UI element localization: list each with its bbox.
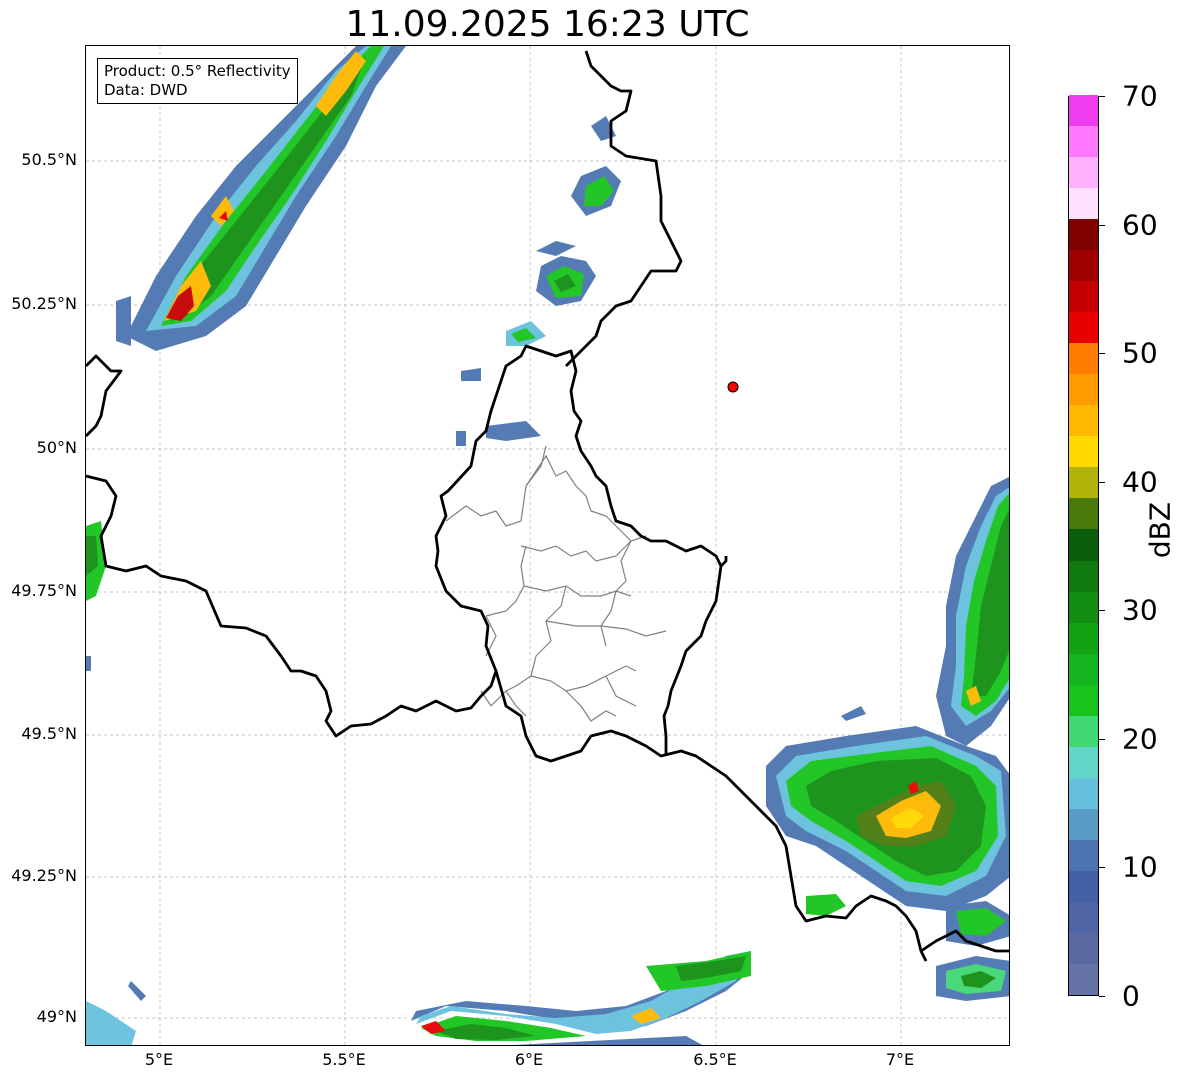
colorbar-segment [1069, 311, 1098, 344]
colorbar-tick-label: 30 [1122, 593, 1158, 627]
map-title: 11.09.2025 16:23 UTC [345, 4, 750, 45]
lat-label: 50°N [36, 438, 77, 457]
colorbar-tick-mark [1099, 353, 1105, 355]
colorbar-segment [1069, 777, 1098, 809]
colorbar-segment [1069, 622, 1098, 654]
colorbar-segment [1069, 497, 1098, 530]
colorbar-segment [1069, 932, 1098, 964]
colorbar-segment [1069, 156, 1098, 189]
colorbar-segment [1069, 373, 1098, 406]
colorbar-tick-mark [1099, 867, 1105, 869]
lat-label: 49°N [36, 1007, 77, 1026]
colorbar-segment [1069, 280, 1098, 313]
colorbar-segment [1069, 342, 1098, 375]
colorbar-segment [1069, 870, 1098, 902]
colorbar-tick-mark [1099, 224, 1105, 226]
colorbar-tick-mark [1099, 481, 1105, 483]
lon-label: 7°E [885, 1050, 915, 1069]
lon-label: 6.5°E [693, 1050, 737, 1069]
precip-nw [116, 46, 406, 351]
radar-site-marker [727, 381, 739, 393]
colorbar [1068, 94, 1099, 996]
lat-label: 50.5°N [21, 150, 77, 169]
colorbar-tick-label: 0 [1122, 979, 1140, 1013]
colorbar-segment [1069, 435, 1098, 468]
lat-label: 49.75°N [11, 581, 77, 600]
precip-west-edge [86, 521, 146, 1045]
colorbar-segment [1069, 901, 1098, 933]
colorbar-tick-label: 20 [1122, 722, 1158, 756]
map-canvas [86, 46, 1009, 1045]
product-label: Product: 0.5° Reflectivity [104, 62, 291, 80]
colorbar-tick-mark [1099, 738, 1105, 740]
colorbar-segment [1069, 808, 1098, 840]
lon-label: 5°E [144, 1050, 174, 1069]
colorbar-segment [1069, 187, 1098, 220]
colorbar-label: dBZ [1143, 501, 1177, 559]
precip-south [411, 951, 751, 1045]
colorbar-tick-mark [1099, 610, 1105, 612]
lat-label: 49.5°N [21, 724, 77, 743]
colorbar-segment [1069, 94, 1098, 127]
colorbar-tick-mark [1099, 96, 1105, 97]
colorbar-segment [1069, 684, 1098, 716]
colorbar-segment [1069, 218, 1098, 251]
colorbar-segment [1069, 125, 1098, 158]
colorbar-tick-mark [1099, 996, 1105, 997]
lat-label: 49.25°N [11, 866, 77, 885]
colorbar-tick-label: 70 [1122, 79, 1158, 113]
colorbar-tick-label: 10 [1122, 850, 1158, 884]
colorbar-segment [1069, 249, 1098, 282]
precip-east [936, 477, 1009, 746]
colorbar-tick-label: 60 [1122, 208, 1158, 242]
lon-label: 6°E [514, 1050, 544, 1069]
colorbar-segment [1069, 715, 1098, 747]
colorbar-segment [1069, 529, 1098, 561]
lat-label: 50.25°N [11, 294, 77, 313]
colorbar-segment [1069, 839, 1098, 871]
colorbar-segment [1069, 591, 1098, 623]
colorbar-segment [1069, 404, 1098, 437]
national-borders [86, 50, 1009, 962]
colorbar-segment [1069, 466, 1098, 499]
colorbar-segment [1069, 746, 1098, 778]
data-source-label: Data: DWD [104, 81, 188, 99]
radar-map[interactable] [85, 45, 1010, 1046]
colorbar-segment [1069, 653, 1098, 685]
colorbar-segment [1069, 560, 1098, 592]
info-box: Product: 0.5° Reflectivity Data: DWD [97, 58, 298, 104]
colorbar-tick-label: 50 [1122, 336, 1158, 370]
canton-borders [445, 445, 667, 722]
lon-label: 5.5°E [322, 1050, 366, 1069]
colorbar-tick-label: 40 [1122, 465, 1158, 499]
colorbar-segment [1069, 963, 1098, 995]
precip-north [456, 116, 621, 446]
precip-southeast [766, 706, 1009, 1001]
